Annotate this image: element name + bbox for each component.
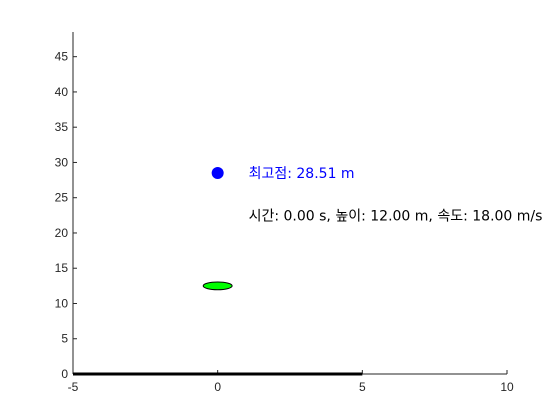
y-tick-label: 25: [55, 191, 69, 205]
y-tick-label: 10: [55, 296, 69, 310]
y-tick-label: 45: [55, 50, 69, 64]
x-tick-label: -5: [68, 380, 79, 394]
ball: [202, 281, 233, 291]
y-tick-label: 0: [61, 367, 68, 381]
chart-marks: [73, 166, 363, 376]
x-tick-label: 5: [359, 380, 366, 394]
y-tick-label: 35: [55, 120, 69, 134]
status-annotation: 시간: 0.00 s, 높이: 12.00 m, 속도: 18.00 m/s: [249, 208, 543, 224]
x-tick-label: 10: [500, 380, 514, 394]
y-tick-label: 15: [55, 261, 69, 275]
y-tick-label: 5: [61, 332, 68, 346]
x-tick-label: 0: [214, 380, 221, 394]
peak-marker: [211, 166, 224, 179]
y-tick-label: 40: [55, 85, 69, 99]
y-tick-label: 20: [55, 226, 69, 240]
y-tick-label: 30: [55, 155, 69, 169]
peak-annotation: 최고점: 28.51 m: [249, 166, 355, 182]
